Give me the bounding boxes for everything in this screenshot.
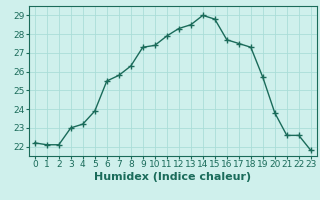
X-axis label: Humidex (Indice chaleur): Humidex (Indice chaleur) [94, 172, 252, 182]
